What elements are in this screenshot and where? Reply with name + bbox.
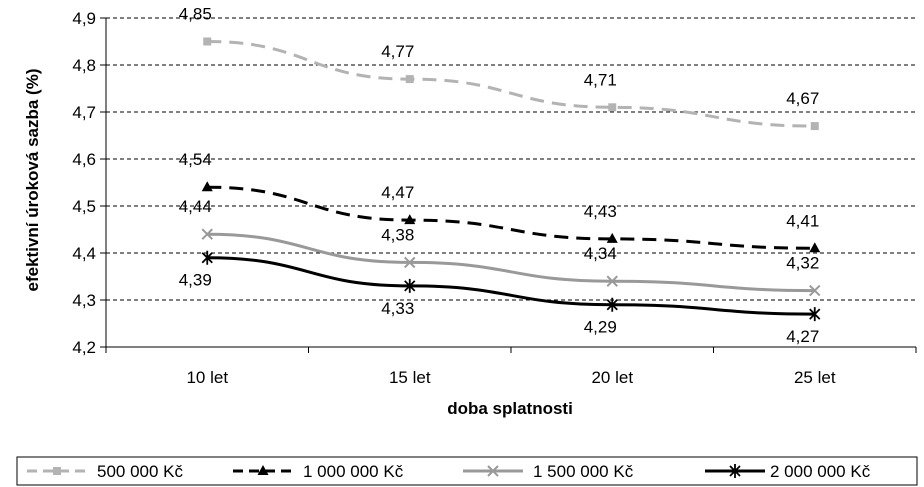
legend: 500 000 Kč 1 000 000 Kč 1 500 000 Kč 2 000 … bbox=[16, 456, 918, 486]
y-tick-label: 4,2 bbox=[72, 338, 96, 357]
marker-triangle bbox=[201, 181, 213, 192]
marker-square bbox=[53, 467, 61, 475]
marker-x bbox=[404, 256, 416, 269]
series-group bbox=[201, 37, 821, 322]
legend-item: 500 000 Kč bbox=[27, 462, 184, 481]
legend-label: 1 000 000 Kč bbox=[303, 462, 404, 481]
data-label: 4,33 bbox=[381, 299, 414, 318]
y-tick-label: 4,5 bbox=[72, 197, 96, 216]
data-label: 4,85 bbox=[179, 5, 212, 24]
data-label: 4,41 bbox=[786, 211, 819, 230]
y-tick-labels: 4,2 4,3 4,4 4,5 4,6 4,7 4,8 4,9 bbox=[72, 9, 96, 357]
marker-triangle bbox=[257, 465, 269, 475]
marker-star bbox=[404, 278, 416, 293]
x-tick-label: 15 let bbox=[389, 368, 431, 387]
series-2 bbox=[201, 181, 821, 253]
marker-square bbox=[608, 103, 617, 112]
data-label: 4,29 bbox=[584, 318, 617, 337]
legend-label: 2 000 000 Kč bbox=[770, 462, 871, 481]
x-tick-label: 20 let bbox=[591, 368, 633, 387]
data-label: 4,38 bbox=[381, 225, 414, 244]
marker-star bbox=[201, 250, 213, 265]
data-labels: 4,85 4,77 4,71 4,67 4,54 4,47 4,43 4,41 4,44 4,38… bbox=[179, 5, 820, 347]
axes bbox=[100, 17, 917, 353]
series-3 bbox=[201, 228, 821, 297]
data-label: 4,71 bbox=[584, 70, 617, 89]
marker-x bbox=[809, 284, 821, 297]
data-label: 4,77 bbox=[381, 42, 414, 61]
marker-x bbox=[487, 465, 499, 477]
data-label: 4,32 bbox=[786, 254, 819, 273]
series-line bbox=[207, 40, 815, 128]
marker-triangle bbox=[809, 242, 821, 253]
data-label: 4,47 bbox=[381, 183, 414, 202]
marker-square bbox=[405, 75, 414, 84]
series-line bbox=[207, 185, 815, 250]
data-label: 4,44 bbox=[179, 197, 212, 216]
data-label: 4,43 bbox=[584, 202, 617, 221]
x-tick-label: 25 let bbox=[794, 368, 836, 387]
legend-item: 1 000 000 Kč bbox=[233, 462, 404, 481]
y-tick-label: 4,3 bbox=[72, 291, 96, 310]
y-tick-label: 4,8 bbox=[72, 56, 96, 75]
legend-item: 2 000 000 Kč bbox=[705, 462, 871, 481]
data-label: 4,67 bbox=[786, 89, 819, 108]
marker-star bbox=[729, 464, 741, 478]
y-tick-label: 4,4 bbox=[72, 244, 96, 263]
marker-triangle bbox=[404, 214, 416, 225]
data-label: 4,54 bbox=[179, 150, 212, 169]
marker-square bbox=[203, 37, 212, 46]
marker-star bbox=[809, 307, 821, 322]
y-tick-label: 4,7 bbox=[72, 103, 96, 122]
marker-star bbox=[606, 297, 618, 312]
series-line bbox=[207, 232, 815, 293]
marker-x bbox=[606, 275, 618, 287]
legend-label: 1 500 000 Kč bbox=[533, 462, 634, 481]
y-tick-label: 4,6 bbox=[72, 150, 96, 169]
series-line bbox=[207, 256, 815, 316]
y-axis-title: efektivní úroková sazba (%) bbox=[23, 69, 42, 292]
series-1 bbox=[203, 37, 819, 131]
x-axis-title: doba splatnosti bbox=[447, 399, 573, 418]
data-label: 4,27 bbox=[786, 327, 819, 346]
x-tick-labels: 10 let 15 let 20 let 25 let bbox=[186, 368, 835, 387]
legend-item: 1 500 000 Kč bbox=[463, 462, 634, 481]
y-tick-label: 4,9 bbox=[72, 9, 96, 28]
gridlines bbox=[106, 17, 916, 301]
marker-triangle bbox=[606, 232, 618, 243]
x-tick-label: 10 let bbox=[186, 368, 228, 387]
legend-label: 500 000 Kč bbox=[97, 462, 184, 481]
series-4 bbox=[201, 250, 821, 322]
data-label: 4,34 bbox=[584, 244, 617, 263]
marker-square bbox=[810, 122, 819, 131]
marker-x bbox=[201, 228, 213, 240]
data-label: 4,39 bbox=[179, 271, 212, 290]
